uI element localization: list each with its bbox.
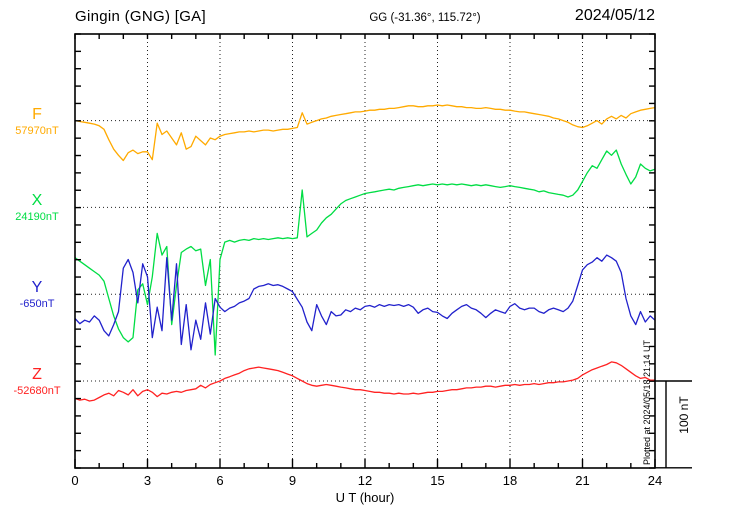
series-letter-z: Z xyxy=(32,366,42,383)
plotted-at-timestamp: Plotted at 2024/05/18 21:14 UT xyxy=(641,339,652,466)
series-baseline-value-y: -650nT xyxy=(19,298,55,311)
xtick-label-9: 9 xyxy=(288,473,297,488)
trace-z xyxy=(75,361,655,402)
station-coordinates: GG (-31.36°, 115.72°) xyxy=(369,12,481,24)
series-baseline-value-f: 57970nT xyxy=(15,124,59,137)
station-title: Gingin (GNG) [GA] xyxy=(75,8,206,25)
xtick-label-6: 6 xyxy=(216,473,224,488)
scale-bar xyxy=(655,380,692,469)
x-axis-title: U T (hour) xyxy=(335,490,395,505)
xtick-label-15: 15 xyxy=(430,473,445,488)
series-label-f: F 57970nT xyxy=(6,105,68,137)
plot-date: 2024/05/12 xyxy=(574,7,655,24)
series-letter-x: X xyxy=(31,192,43,210)
xtick-label-21: 21 xyxy=(575,473,590,488)
data-traces xyxy=(75,104,655,402)
series-baseline-value-z: -52680nT xyxy=(13,385,61,397)
xtick-label-24: 24 xyxy=(647,473,663,488)
axes-and-ticks xyxy=(74,33,656,469)
trace-f xyxy=(75,104,655,162)
xtick-label-0: 0 xyxy=(71,473,79,488)
series-letter-f: F xyxy=(32,105,42,123)
xtick-label-3: 3 xyxy=(143,473,152,488)
series-label-y: Y -650nT xyxy=(6,280,68,310)
xtick-label-18: 18 xyxy=(502,473,518,488)
trace-y xyxy=(75,254,655,351)
series-label-x: X 24190nT xyxy=(6,193,68,223)
series-label-z: Z -52680nT xyxy=(6,367,68,397)
xtick-label-12: 12 xyxy=(357,473,373,488)
trace-x xyxy=(75,149,655,356)
grid-lines xyxy=(75,34,655,468)
series-baseline-value-x: 24190nT xyxy=(15,211,59,224)
series-letter-y: Y xyxy=(31,279,43,297)
